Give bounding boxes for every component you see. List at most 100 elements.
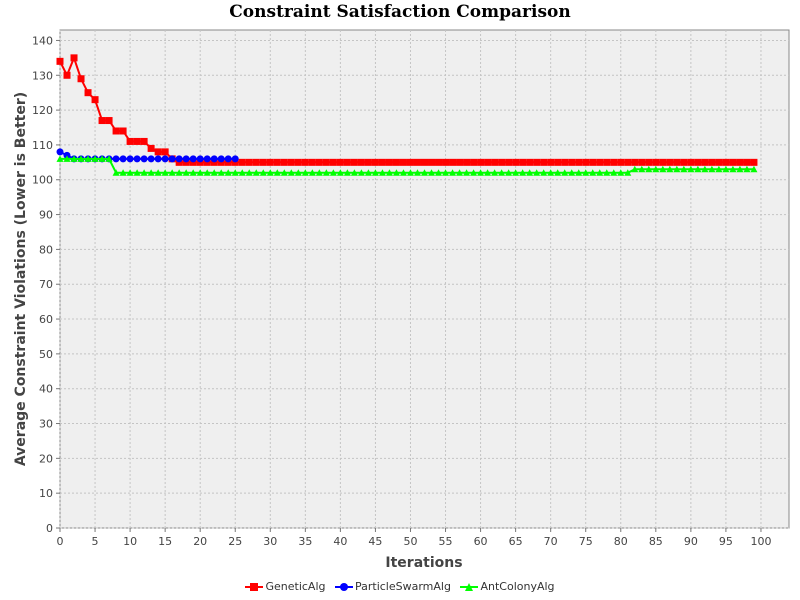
data-point-antcolonyalg bbox=[596, 169, 604, 176]
data-point-geneticalg bbox=[610, 158, 618, 166]
data-point-geneticalg bbox=[147, 144, 155, 152]
y-tick-label: 70 bbox=[39, 278, 53, 291]
data-point-particleswarmalg bbox=[217, 155, 225, 163]
chart-title: Constraint Satisfaction Comparison bbox=[229, 2, 571, 22]
data-point-geneticalg bbox=[708, 158, 716, 166]
data-point-geneticalg bbox=[554, 158, 562, 166]
data-point-antcolonyalg bbox=[203, 169, 211, 176]
data-point-particleswarmalg bbox=[189, 155, 197, 163]
data-point-particleswarmalg bbox=[203, 155, 211, 163]
data-point-particleswarmalg bbox=[224, 155, 232, 163]
data-point-geneticalg bbox=[561, 158, 569, 166]
data-point-antcolonyalg bbox=[329, 169, 337, 176]
data-point-geneticalg bbox=[526, 158, 534, 166]
x-tick-label: 35 bbox=[298, 535, 312, 548]
data-point-geneticalg bbox=[680, 158, 688, 166]
data-point-geneticalg bbox=[315, 158, 323, 166]
legend-swatch-particleswarmalg bbox=[334, 582, 353, 592]
y-tick-label: 0 bbox=[46, 522, 53, 535]
data-point-antcolonyalg bbox=[105, 155, 113, 162]
data-point-antcolonyalg bbox=[540, 169, 548, 176]
x-tick-label: 10 bbox=[123, 535, 137, 548]
data-point-antcolonyalg bbox=[715, 165, 723, 173]
data-point-geneticalg bbox=[63, 71, 71, 79]
data-point-antcolonyalg bbox=[477, 169, 485, 176]
x-tick-label: 55 bbox=[439, 535, 453, 548]
data-point-antcolonyalg bbox=[119, 169, 127, 176]
data-point-geneticalg bbox=[378, 158, 386, 166]
data-point-antcolonyalg bbox=[252, 169, 260, 176]
data-point-geneticalg bbox=[364, 158, 372, 166]
data-point-geneticalg bbox=[91, 96, 99, 104]
data-point-geneticalg bbox=[470, 158, 478, 166]
data-point-antcolonyalg bbox=[350, 169, 358, 176]
data-point-antcolonyalg bbox=[70, 155, 78, 162]
data-point-geneticalg bbox=[70, 54, 78, 62]
data-point-antcolonyalg bbox=[413, 169, 421, 176]
x-tick-label: 20 bbox=[193, 535, 207, 548]
data-point-geneticalg bbox=[582, 158, 590, 166]
data-point-geneticalg bbox=[463, 158, 471, 166]
data-point-antcolonyalg bbox=[154, 169, 162, 176]
data-point-antcolonyalg bbox=[533, 169, 541, 176]
data-point-geneticalg bbox=[77, 75, 85, 83]
data-point-particleswarmalg bbox=[119, 155, 127, 163]
data-point-geneticalg bbox=[238, 158, 246, 166]
data-point-antcolonyalg bbox=[98, 155, 106, 162]
data-point-antcolonyalg bbox=[498, 169, 506, 176]
data-point-geneticalg bbox=[568, 158, 576, 166]
y-tick-label: 140 bbox=[32, 34, 53, 47]
data-point-antcolonyalg bbox=[456, 169, 464, 176]
data-point-geneticalg bbox=[631, 158, 639, 166]
data-point-geneticalg bbox=[140, 137, 148, 145]
data-point-geneticalg bbox=[357, 158, 365, 166]
data-point-antcolonyalg bbox=[631, 165, 639, 173]
data-point-antcolonyalg bbox=[301, 169, 309, 176]
data-point-antcolonyalg bbox=[378, 169, 386, 176]
data-point-geneticalg bbox=[645, 158, 653, 166]
data-point-geneticalg bbox=[245, 158, 253, 166]
data-point-antcolonyalg bbox=[526, 169, 534, 176]
data-point-antcolonyalg bbox=[287, 169, 295, 176]
y-tick-label: 10 bbox=[39, 487, 53, 500]
data-point-antcolonyalg bbox=[175, 169, 183, 176]
x-tick-label: 100 bbox=[750, 535, 771, 548]
data-point-geneticalg bbox=[126, 137, 134, 145]
data-point-geneticalg bbox=[694, 158, 702, 166]
data-point-geneticalg bbox=[350, 158, 358, 166]
data-point-antcolonyalg bbox=[371, 169, 379, 176]
data-point-geneticalg bbox=[715, 158, 723, 166]
legend-swatch-antcolonyalg bbox=[460, 582, 479, 592]
data-point-geneticalg bbox=[399, 158, 407, 166]
data-point-antcolonyalg bbox=[722, 165, 730, 173]
data-point-geneticalg bbox=[161, 148, 169, 156]
x-tick-label: 90 bbox=[684, 535, 698, 548]
data-point-antcolonyalg bbox=[224, 169, 232, 176]
data-point-geneticalg bbox=[413, 158, 421, 166]
data-point-antcolonyalg bbox=[357, 169, 365, 176]
y-tick-label: 80 bbox=[39, 243, 53, 256]
y-tick-label: 40 bbox=[39, 383, 53, 396]
data-point-geneticalg bbox=[105, 117, 113, 125]
data-point-geneticalg bbox=[512, 158, 520, 166]
data-point-antcolonyalg bbox=[442, 169, 450, 176]
data-point-antcolonyalg bbox=[428, 169, 436, 176]
data-point-particleswarmalg bbox=[231, 155, 239, 163]
data-point-antcolonyalg bbox=[729, 165, 737, 173]
plot-area bbox=[59, 29, 790, 529]
data-point-antcolonyalg bbox=[238, 169, 246, 176]
data-point-geneticalg bbox=[133, 137, 141, 145]
data-point-antcolonyalg bbox=[470, 169, 478, 176]
x-tick-label: 80 bbox=[614, 535, 628, 548]
y-tick-label: 90 bbox=[39, 209, 53, 222]
data-point-geneticalg bbox=[596, 158, 604, 166]
data-point-antcolonyalg bbox=[364, 169, 372, 176]
data-point-geneticalg bbox=[98, 117, 106, 125]
data-point-geneticalg bbox=[392, 158, 400, 166]
data-point-antcolonyalg bbox=[589, 169, 597, 176]
data-point-antcolonyalg bbox=[463, 169, 471, 176]
data-point-antcolonyalg bbox=[133, 169, 141, 176]
data-point-geneticalg bbox=[329, 158, 337, 166]
data-point-antcolonyalg bbox=[659, 165, 667, 173]
x-tick-label: 0 bbox=[57, 535, 64, 548]
